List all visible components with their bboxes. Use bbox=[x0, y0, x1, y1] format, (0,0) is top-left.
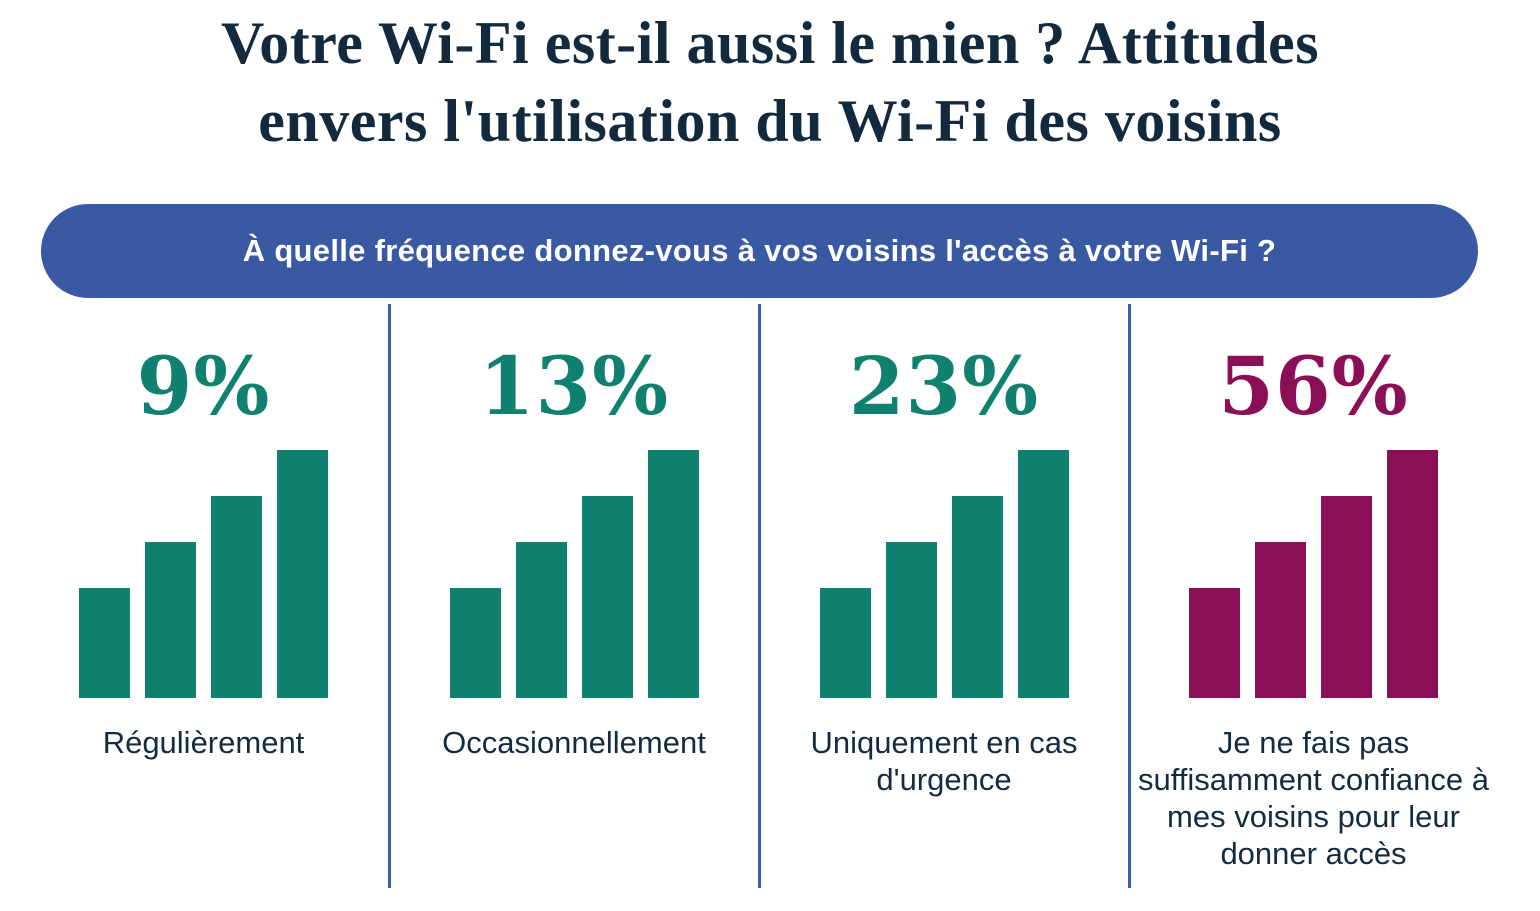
stat-column-occasionnellement: 13% Occasionnellement bbox=[389, 300, 759, 884]
bar-4 bbox=[1387, 450, 1438, 698]
percent-value: 56% bbox=[1218, 339, 1409, 433]
column-divider bbox=[758, 304, 761, 888]
bar-4 bbox=[277, 450, 328, 698]
page-title-line-1: Votre Wi-Fi est-il aussi le mien ? Attit… bbox=[220, 10, 1320, 76]
stat-column-pas-confiance: 56% Je ne fais pas suffisamment confianc… bbox=[1129, 300, 1540, 884]
ascending-bar-chart-icon bbox=[79, 450, 328, 698]
category-label: Uniquement en cas d'urgence bbox=[810, 725, 1078, 797]
stat-column-urgence: 23% Uniquement en cas d'urgence bbox=[759, 300, 1129, 884]
bar-2 bbox=[1255, 542, 1306, 698]
stat-column-regulierement: 9% Régulièrement bbox=[0, 300, 389, 884]
question-banner-text: À quelle fréquence donnez-vous à vos voi… bbox=[242, 233, 1277, 268]
bar-3 bbox=[581, 496, 633, 698]
page-title: Votre Wi-Fi est-il aussi le mien ? Attit… bbox=[0, 4, 1540, 160]
bar-2 bbox=[145, 542, 196, 698]
bar-1 bbox=[79, 588, 130, 698]
ascending-bar-chart-icon bbox=[819, 450, 1069, 698]
page-title-line-2: envers l'utilisation du Wi-Fi des voisin… bbox=[258, 88, 1282, 154]
ascending-bar-chart-icon bbox=[1189, 450, 1438, 698]
bar-4 bbox=[1017, 450, 1069, 698]
column-divider bbox=[388, 304, 391, 888]
bar-2 bbox=[515, 542, 567, 698]
bar-4 bbox=[647, 450, 699, 698]
bar-3 bbox=[211, 496, 262, 698]
bar-3 bbox=[1321, 496, 1372, 698]
stat-columns: 9% Régulièrement 13% Occasionnellement 2… bbox=[0, 300, 1540, 884]
bar-1 bbox=[449, 588, 501, 698]
bar-3 bbox=[951, 496, 1003, 698]
infographic-page: Votre Wi-Fi est-il aussi le mien ? Attit… bbox=[0, 4, 1540, 911]
bar-2 bbox=[885, 542, 937, 698]
question-banner: À quelle fréquence donnez-vous à vos voi… bbox=[41, 204, 1478, 298]
percent-value: 23% bbox=[848, 339, 1040, 433]
bar-1 bbox=[1189, 588, 1240, 698]
category-label: Régulièrement bbox=[102, 725, 305, 760]
percent-value: 13% bbox=[478, 339, 670, 433]
category-label: Je ne fais pas suffisamment confiance à … bbox=[1138, 725, 1489, 871]
ascending-bar-chart-icon bbox=[449, 450, 699, 698]
bar-1 bbox=[819, 588, 871, 698]
percent-value: 9% bbox=[136, 339, 271, 433]
column-divider bbox=[1128, 304, 1131, 888]
category-label: Occasionnellement bbox=[442, 725, 706, 760]
